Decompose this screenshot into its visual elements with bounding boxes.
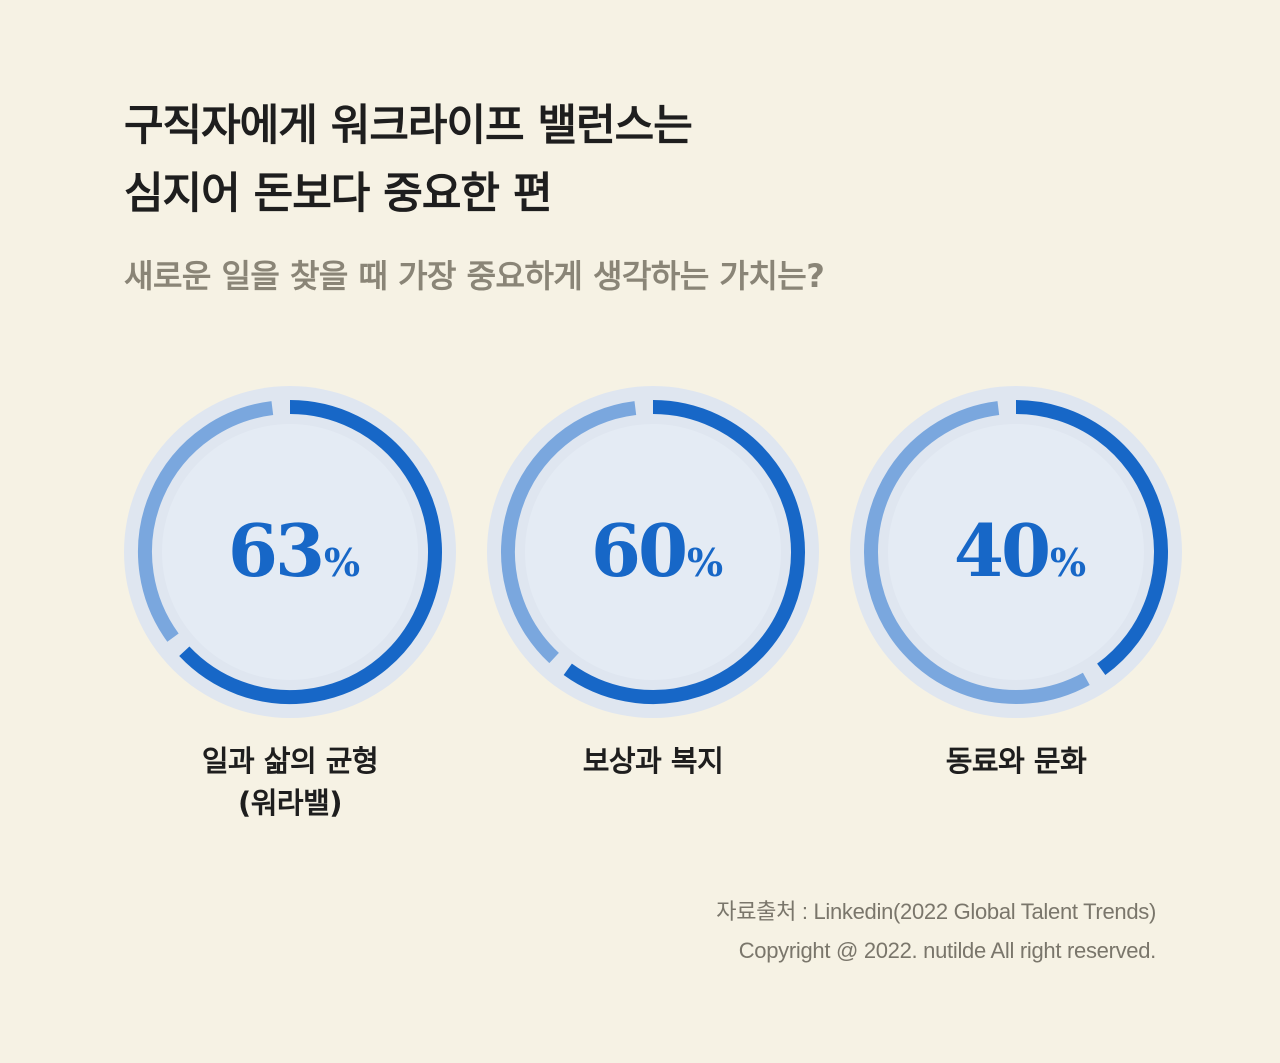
page-subtitle: 새로운 일을 찾을 때 가장 중요하게 생각하는 가치는?	[124, 257, 825, 295]
donut-value-label: 40%	[954, 508, 1086, 593]
category-label-line: 일과 삶의 균형	[201, 744, 379, 778]
donut-value-arc	[179, 400, 442, 704]
category-label: 일과 삶의 균형 (워라밸)	[130, 740, 450, 824]
source-credit: 자료출처 : Linkedin(2022 Global Talent Trend…	[716, 892, 1156, 970]
value-unit: %	[687, 540, 723, 585]
donut-value-label: 60%	[591, 508, 723, 593]
value-number: 40	[954, 508, 1048, 593]
value-number: 60	[591, 508, 685, 593]
donut-value-arc	[1015, 400, 1168, 675]
category-label: 보상과 복지	[493, 740, 813, 782]
category-label-line: (워라밸)	[237, 786, 343, 820]
value-unit: %	[1050, 540, 1086, 585]
donut-value-arc	[563, 400, 805, 704]
donut-1: 63%	[124, 386, 456, 718]
donut-inner	[162, 424, 418, 680]
donut-inner	[888, 424, 1144, 680]
category-label: 동료와 문화	[856, 740, 1176, 782]
category-label-line: 보상과 복지	[582, 744, 724, 778]
page-title: 구직자에게 워크라이프 밸런스는 심지어 돈보다 중요한 편	[124, 92, 693, 228]
donut-inner	[525, 424, 781, 680]
value-unit: %	[324, 540, 360, 585]
value-number: 63	[228, 508, 322, 593]
copyright-line: Copyright @ 2022. nutilde All right rese…	[738, 938, 1157, 963]
category-label-line: 동료와 문화	[945, 744, 1087, 778]
title-line-2: 심지어 돈보다 중요한 편	[124, 169, 553, 219]
source-line: 자료출처 : Linkedin(2022 Global Talent Trend…	[716, 899, 1156, 924]
donut-track-remaining	[864, 401, 1090, 704]
donut-3: 40%	[850, 386, 1182, 718]
donut-track-remaining	[501, 401, 637, 664]
donut-track-remaining	[138, 401, 274, 642]
donut-value-label: 63%	[228, 508, 360, 593]
title-line-1: 구직자에게 워크라이프 밸런스는	[124, 101, 693, 151]
donut-2: 60%	[487, 386, 819, 718]
